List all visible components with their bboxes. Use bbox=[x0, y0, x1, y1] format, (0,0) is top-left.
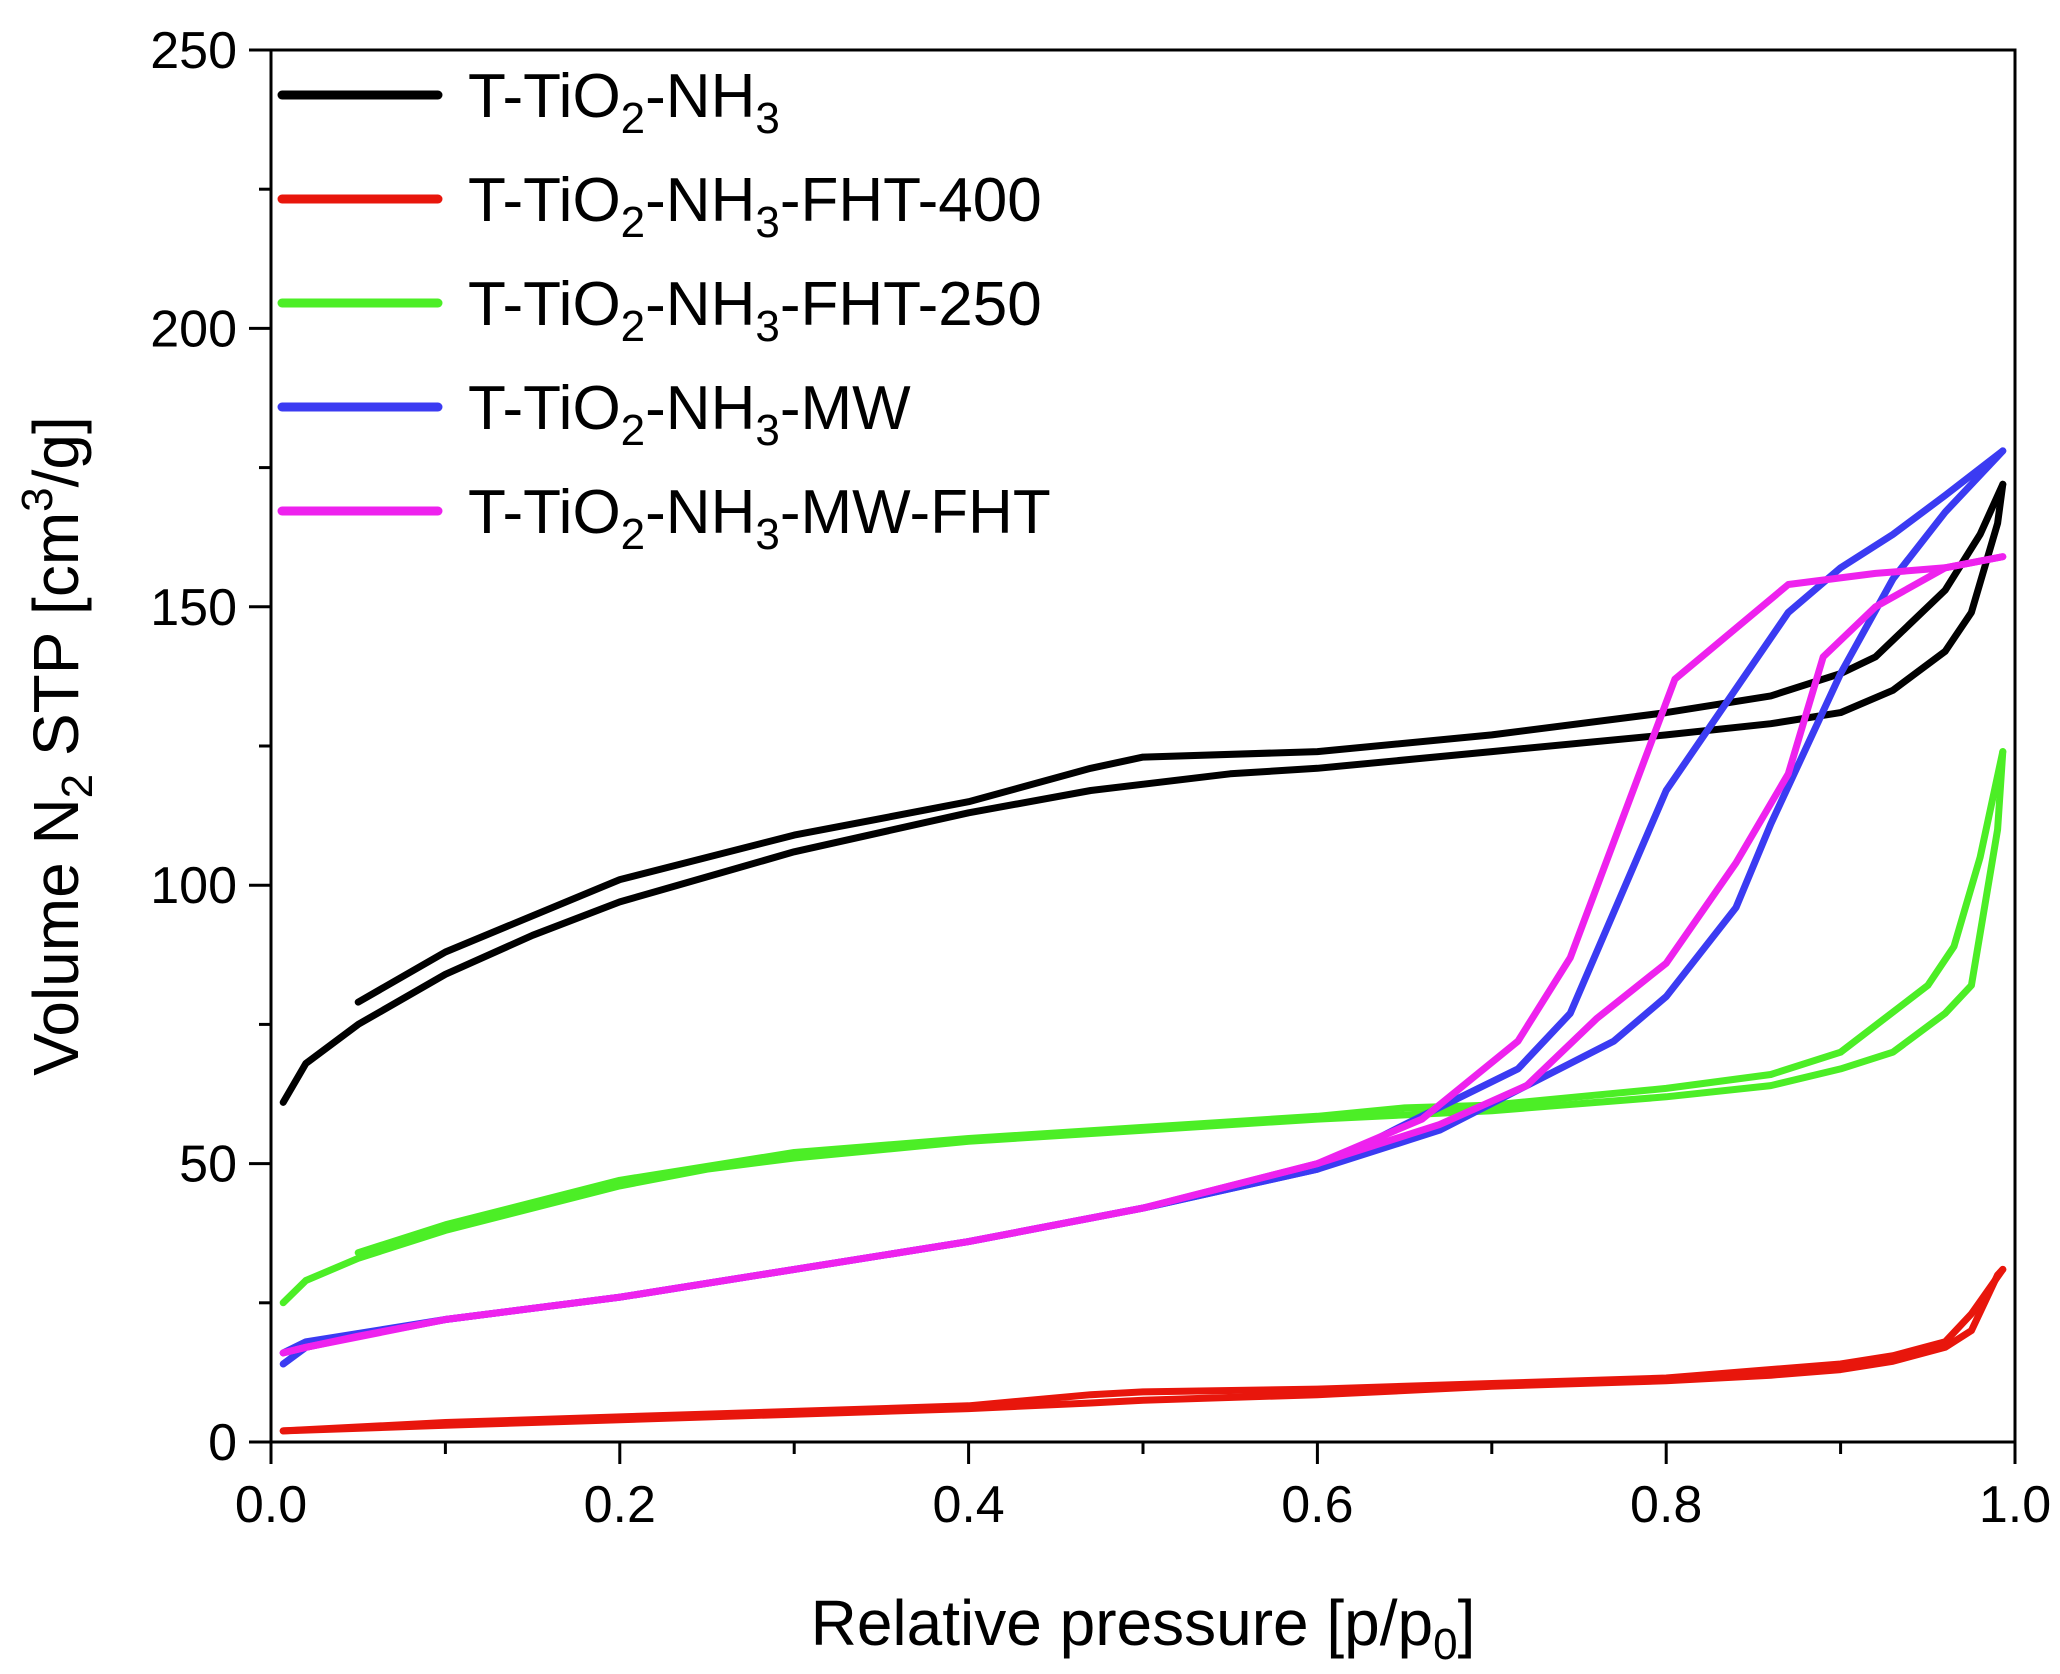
series-4 bbox=[279, 553, 2007, 1357]
desorption-branch-line bbox=[279, 447, 2007, 1357]
x-tick-label: 0.6 bbox=[1281, 1476, 1353, 1534]
axis-ticks bbox=[249, 48, 2017, 1464]
x-tick-label: 0.8 bbox=[1630, 1476, 1702, 1534]
y-tick-label: 0 bbox=[208, 1414, 237, 1472]
desorption-branch-line bbox=[279, 553, 2007, 1357]
y-tick-label: 50 bbox=[179, 1136, 237, 1194]
y-tick-label: 100 bbox=[150, 857, 237, 915]
y-tick-label: 250 bbox=[150, 22, 237, 80]
series-2 bbox=[279, 748, 2007, 1307]
series-layer bbox=[279, 447, 2007, 1435]
legend-label: T-TiO2-NH3-FHT-400 bbox=[468, 166, 1042, 247]
y-tick-labels: 0 50 100 150 200 250 bbox=[150, 22, 237, 1472]
adsorption-branch-line bbox=[279, 480, 2007, 1106]
x-tick-labels: 0.0 0.2 0.4 0.6 0.8 1.0 bbox=[235, 1476, 2051, 1534]
x-tick-label: 1.0 bbox=[1979, 1476, 2051, 1534]
adsorption-branch-line bbox=[279, 748, 2007, 1307]
series-0 bbox=[279, 480, 2007, 1106]
series-1 bbox=[279, 1265, 2007, 1435]
legend-label: T-TiO2-NH3-MW bbox=[468, 374, 911, 455]
legend: T-TiO2-NH3 T-TiO2-NH3-FHT-400 T-TiO2-NH3-F… bbox=[277, 62, 1051, 559]
y-axis-title: Volume N2 STP [cm3/g] bbox=[13, 416, 102, 1076]
desorption-branch-line bbox=[354, 480, 2007, 1006]
x-axis-title: Relative pressure [p/p0] bbox=[811, 1587, 1476, 1669]
y-tick-label: 150 bbox=[150, 579, 237, 637]
legend-label: T-TiO2-NH3-FHT-250 bbox=[468, 270, 1042, 351]
desorption-branch-line bbox=[279, 1265, 2007, 1435]
x-tick-label: 0.2 bbox=[584, 1476, 656, 1534]
adsorption-branch-line bbox=[279, 447, 2007, 1368]
series-3 bbox=[279, 447, 2007, 1368]
x-tick-label: 0.4 bbox=[932, 1476, 1004, 1534]
adsorption-branch-line bbox=[279, 1265, 2007, 1435]
plot-frame bbox=[269, 48, 2017, 1444]
legend-label: T-TiO2-NH3 bbox=[468, 62, 780, 143]
legend-label: T-TiO2-NH3-MW-FHT bbox=[468, 478, 1051, 559]
y-tick-label: 200 bbox=[150, 300, 237, 358]
x-tick-label: 0.0 bbox=[235, 1476, 307, 1534]
